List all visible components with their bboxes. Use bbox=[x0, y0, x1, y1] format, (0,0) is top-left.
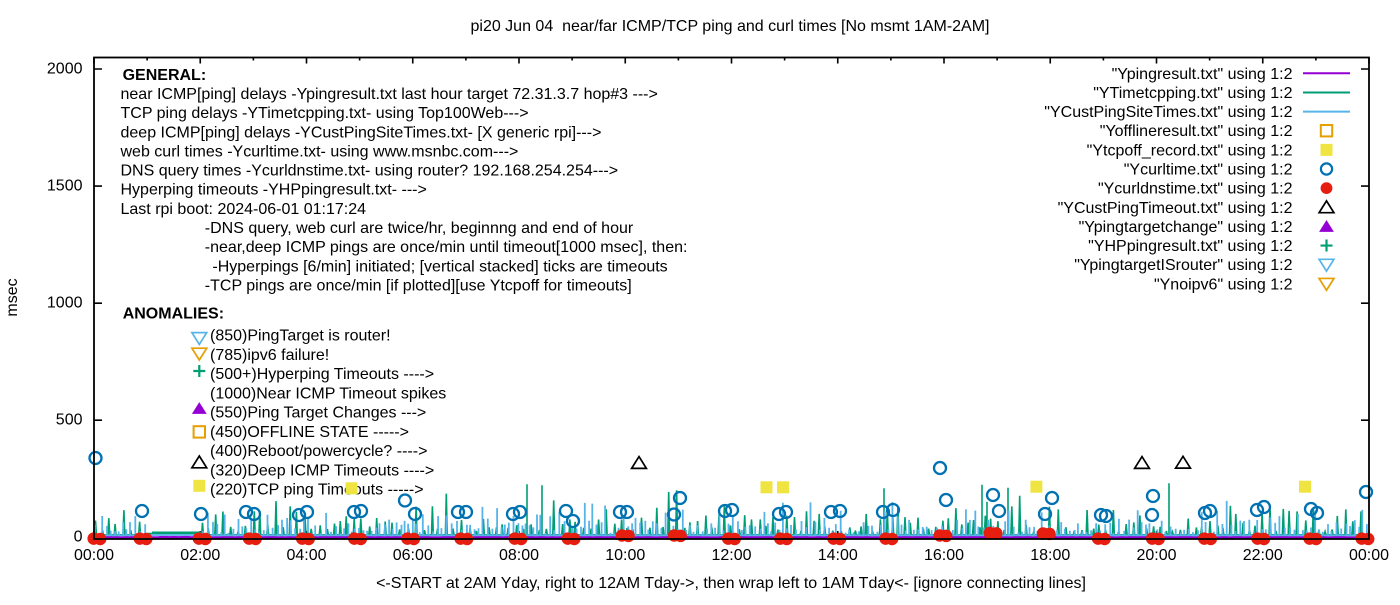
svg-text:(1000)Near ICMP Timeout spikes: (1000)Near ICMP Timeout spikes bbox=[210, 385, 446, 402]
svg-text:(500+)Hyperping Timeouts ---->: (500+)Hyperping Timeouts ----> bbox=[210, 366, 434, 383]
svg-text:(850)PingTarget is router!: (850)PingTarget is router! bbox=[210, 328, 391, 345]
svg-text:near ICMP[ping] delays -Ypingr: near ICMP[ping] delays -Ypingresult.txt … bbox=[121, 86, 658, 103]
svg-text:(550)Ping Target Changes --->: (550)Ping Target Changes ---> bbox=[210, 405, 426, 422]
svg-text:2000: 2000 bbox=[47, 60, 83, 77]
svg-text:web curl times -Ycurltime.txt-: web curl times -Ycurltime.txt- using www… bbox=[120, 143, 519, 160]
svg-text:"Ypingresult.txt" using 1:2: "Ypingresult.txt" using 1:2 bbox=[1112, 66, 1293, 83]
svg-text:-TCP pings are once/min [if pl: -TCP pings are once/min [if plotted][use… bbox=[205, 277, 632, 294]
svg-text:22:00: 22:00 bbox=[1243, 547, 1283, 564]
svg-text:(220)TCP ping Timeouts ----->: (220)TCP ping Timeouts -----> bbox=[210, 482, 424, 499]
svg-text:00:00: 00:00 bbox=[1349, 547, 1389, 564]
svg-text:TCP ping delays -YTimetcpping.: TCP ping delays -YTimetcpping.txt- using… bbox=[121, 105, 529, 122]
svg-text:Hyperping timeouts -YHPpingres: Hyperping timeouts -YHPpingresult.txt- -… bbox=[121, 182, 427, 199]
svg-text:-DNS query, web curl are twice: -DNS query, web curl are twice/hr, begin… bbox=[205, 220, 634, 237]
svg-text:00:00: 00:00 bbox=[74, 547, 114, 564]
svg-text:Last rpi boot: 2024-06-01 01:1: Last rpi boot: 2024-06-01 01:17:24 bbox=[121, 201, 367, 218]
svg-text:deep ICMP[ping] delays -YCustP: deep ICMP[ping] delays -YCustPingSiteTim… bbox=[121, 124, 602, 141]
svg-text:"YCustPingTimeout.txt" using 1: "YCustPingTimeout.txt" using 1:2 bbox=[1058, 200, 1293, 217]
svg-text:"YTimetcpping.txt" using 1:2: "YTimetcpping.txt" using 1:2 bbox=[1093, 85, 1292, 102]
svg-text:1500: 1500 bbox=[47, 177, 83, 194]
svg-text:06:00: 06:00 bbox=[393, 547, 433, 564]
svg-text:02:00: 02:00 bbox=[180, 547, 220, 564]
svg-text:(320)Deep ICMP Timeouts ---->: (320)Deep ICMP Timeouts ----> bbox=[210, 462, 434, 479]
svg-text:08:00: 08:00 bbox=[499, 547, 539, 564]
svg-text:(450)OFFLINE STATE ----->: (450)OFFLINE STATE -----> bbox=[210, 424, 409, 441]
svg-text:"Ycurltime.txt" using 1:2: "Ycurltime.txt" using 1:2 bbox=[1124, 162, 1293, 179]
svg-text:"Ynoipv6" using 1:2: "Ynoipv6" using 1:2 bbox=[1154, 276, 1293, 293]
svg-text:16:00: 16:00 bbox=[924, 547, 964, 564]
svg-text:18:00: 18:00 bbox=[1030, 547, 1070, 564]
svg-text:1000: 1000 bbox=[47, 294, 83, 311]
svg-text:04:00: 04:00 bbox=[286, 547, 326, 564]
svg-text:"YCustPingSiteTimes.txt" using: "YCustPingSiteTimes.txt" using 1:2 bbox=[1044, 104, 1292, 121]
svg-text:(785)ipv6 failure!: (785)ipv6 failure! bbox=[210, 347, 329, 364]
svg-text:14:00: 14:00 bbox=[818, 547, 858, 564]
svg-text:(400)Reboot/powercycle? ---->: (400)Reboot/powercycle? ----> bbox=[210, 443, 427, 460]
svg-text:DNS query times -Ycurldnstime.: DNS query times -Ycurldnstime.txt- using… bbox=[121, 163, 619, 180]
svg-text:"YpingtargetISrouter" using 1:: "YpingtargetISrouter" using 1:2 bbox=[1074, 257, 1292, 274]
svg-text:10:00: 10:00 bbox=[605, 547, 645, 564]
svg-text:500: 500 bbox=[56, 412, 83, 429]
svg-text:0: 0 bbox=[74, 529, 83, 546]
svg-text:20:00: 20:00 bbox=[1136, 547, 1176, 564]
svg-text:"Ytcpoff_record.txt" using 1:2: "Ytcpoff_record.txt" using 1:2 bbox=[1087, 142, 1293, 159]
svg-text:msec: msec bbox=[4, 278, 21, 316]
svg-text:<-START at 2AM Yday, right to: <-START at 2AM Yday, right to 12AM Tday-… bbox=[376, 575, 1086, 592]
svg-text:12:00: 12:00 bbox=[711, 547, 751, 564]
svg-text:ANOMALIES:: ANOMALIES: bbox=[123, 305, 224, 322]
svg-text:"Ypingtargetchange" using 1:2: "Ypingtargetchange" using 1:2 bbox=[1079, 219, 1293, 236]
svg-text:pi20 Jun 04 near/far ICMP/TCP: pi20 Jun 04 near/far ICMP/TCP ping and c… bbox=[470, 18, 989, 35]
svg-text:-Hyperpings [6/min] initiated;: -Hyperpings [6/min] initiated; [vertical… bbox=[212, 258, 667, 275]
svg-text:GENERAL:: GENERAL: bbox=[123, 67, 207, 84]
svg-text:"Yofflineresult.txt" using 1:2: "Yofflineresult.txt" using 1:2 bbox=[1100, 123, 1293, 140]
svg-text:-near,deep ICMP pings are once: -near,deep ICMP pings are once/min until… bbox=[205, 239, 688, 256]
svg-text:"Ycurldnstime.txt" using 1:2: "Ycurldnstime.txt" using 1:2 bbox=[1098, 181, 1293, 198]
svg-text:"YHPpingresult.txt" using 1:2: "YHPpingresult.txt" using 1:2 bbox=[1088, 238, 1292, 255]
